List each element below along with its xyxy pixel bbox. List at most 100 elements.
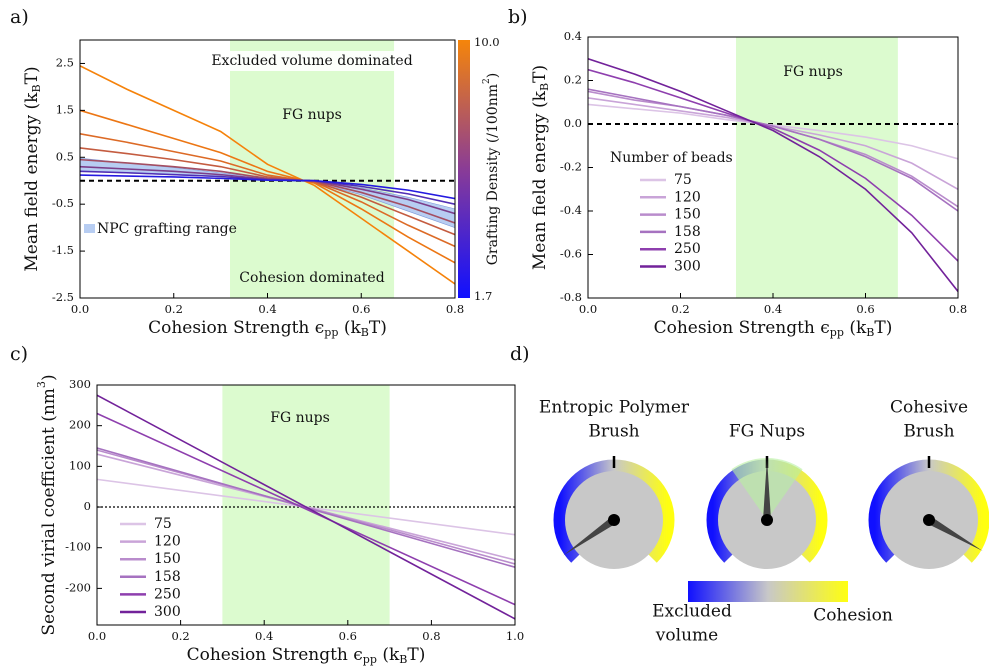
- x-axis-label-part: (k: [338, 318, 361, 338]
- legend-label: 250: [154, 586, 181, 602]
- y-axis-label: Mean field energy (kBT): [22, 66, 44, 271]
- panel-label: c): [10, 343, 28, 365]
- x-tick-label: 0.4: [255, 629, 273, 643]
- y-axis-label: Mean field energy (kBT): [530, 65, 552, 270]
- gauge-title: Brush: [903, 422, 954, 442]
- y-tick-label: -0.4: [560, 203, 582, 217]
- y-tick-label: -200: [65, 580, 91, 594]
- y-axis-label-part: T): [22, 66, 42, 84]
- shaded-region: [230, 40, 395, 298]
- x-tick-label: 0.8: [949, 302, 967, 316]
- legend-label: 150: [154, 551, 181, 567]
- band-legend-swatch: [84, 224, 95, 233]
- x-axis-label-part: B: [866, 326, 874, 339]
- x-tick-label: 1.0: [506, 629, 524, 643]
- x-tick-label: 0.8: [446, 302, 464, 316]
- gauge-needle: [763, 458, 771, 520]
- y-axis-label-part: B: [538, 83, 551, 91]
- x-tick-label: 0.4: [764, 302, 782, 316]
- colorbar-label-part: ): [485, 73, 501, 78]
- y-tick-label: -0.6: [560, 247, 582, 261]
- y-tick-label: -1.5: [52, 243, 74, 257]
- plot-frame: [96, 384, 516, 626]
- x-axis-label-part: T): [407, 645, 425, 665]
- y-tick-label: -0.8: [560, 290, 582, 304]
- y-axis-label-part: Second virial coefficient (nm: [39, 388, 59, 636]
- y-tick-label: 0.0: [564, 116, 582, 130]
- gauge-title: Entropic Polymer: [539, 398, 690, 418]
- gauge-scale-label: volume: [655, 626, 718, 646]
- line: [588, 57, 958, 292]
- y-axis-label: Second virial coefficient (nm3): [35, 374, 59, 635]
- x-tick-label: 0.0: [579, 302, 597, 316]
- gauge-needle: [563, 516, 617, 556]
- x-tick-label: 0.0: [71, 302, 89, 316]
- panel-label: a): [10, 6, 29, 28]
- x-axis-label-part: Cohesion Strength ϵ: [187, 645, 363, 665]
- annotation-bg: [207, 51, 417, 71]
- panel-label: b): [508, 6, 528, 28]
- y-tick-label: 200: [69, 418, 91, 432]
- y-axis-label-part: ): [39, 374, 59, 381]
- x-axis-label-part: Cohesion Strength ϵ: [148, 318, 324, 338]
- y-tick-label: 2.5: [56, 55, 74, 69]
- plot-area: [97, 385, 515, 625]
- x-axis-label-part: (k: [844, 318, 867, 338]
- y-axis-label-part: B: [30, 84, 43, 92]
- colorbar-label: Grafting Density (/100nm2): [482, 73, 502, 266]
- y-tick-label: 0: [84, 499, 91, 513]
- annotation: FG nups: [783, 64, 843, 80]
- x-tick-label: 0.2: [165, 302, 183, 316]
- shaded-region: [222, 385, 390, 625]
- x-axis-label-part: T): [874, 318, 892, 338]
- line: [80, 158, 455, 224]
- legend-label: 300: [674, 259, 701, 275]
- x-axis-label-part: pp: [363, 653, 377, 666]
- x-axis-label-part: T): [369, 318, 387, 338]
- legend-label: 120: [674, 189, 701, 205]
- plot-area: [80, 40, 455, 298]
- legend-label: 150: [674, 207, 701, 223]
- panel-label: d): [510, 343, 530, 365]
- y-tick-label: -2.5: [52, 290, 74, 304]
- y-tick-label: 0.5: [56, 149, 74, 163]
- x-tick-label: 0.2: [671, 302, 689, 316]
- colorbar-max: 10.0: [474, 35, 500, 49]
- line: [588, 103, 958, 160]
- gauge-scale-label: Cohesion: [813, 606, 893, 626]
- y-tick-label: -0.2: [560, 160, 582, 174]
- x-axis-label-part: Cohesion Strength ϵ: [654, 318, 830, 338]
- line: [588, 68, 958, 262]
- y-axis-label-part: Mean field energy (k: [530, 90, 550, 270]
- x-tick-label: 0.0: [88, 629, 106, 643]
- annotation: FG nups: [282, 107, 342, 123]
- x-tick-label: 0.8: [422, 629, 440, 643]
- line: [97, 412, 515, 606]
- y-tick-label: 300: [69, 377, 91, 391]
- gauge-title: Brush: [588, 422, 639, 442]
- x-axis-label: Cohesion Strength ϵpp (kBT): [187, 645, 426, 666]
- y-tick-label: 0.4: [564, 29, 582, 43]
- gauge-hub: [608, 514, 620, 526]
- x-tick-label: 0.6: [856, 302, 874, 316]
- gauge-hub: [761, 514, 773, 526]
- x-tick-label: 0.6: [352, 302, 370, 316]
- gauge-needle: [927, 516, 983, 551]
- y-axis-label-part: T): [530, 65, 550, 83]
- x-tick-label: 0.2: [171, 629, 189, 643]
- annotation: FG nups: [270, 410, 330, 426]
- gauge-title: Cohesive: [890, 398, 968, 418]
- x-axis-label-part: pp: [830, 326, 844, 339]
- colorbar-label-part: Grafting Density (/100nm: [485, 84, 501, 265]
- line: [588, 88, 958, 212]
- y-tick-label: -0.5: [52, 196, 74, 210]
- x-axis-label-part: pp: [324, 326, 338, 339]
- line: [80, 109, 455, 264]
- band-legend-label: NPC grafting range: [97, 221, 237, 237]
- x-axis-label-part: B: [399, 653, 407, 666]
- line: [80, 147, 455, 236]
- y-axis-label-part: 3: [35, 381, 48, 388]
- shaded-region: [736, 37, 898, 298]
- legend-label: 300: [154, 604, 181, 620]
